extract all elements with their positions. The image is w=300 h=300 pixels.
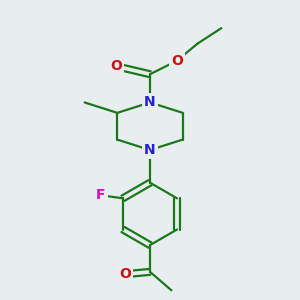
Text: O: O bbox=[171, 54, 183, 68]
Text: N: N bbox=[144, 143, 156, 157]
Text: O: O bbox=[119, 267, 131, 281]
Text: F: F bbox=[96, 188, 105, 202]
Text: N: N bbox=[144, 95, 156, 110]
Text: O: O bbox=[110, 59, 122, 73]
